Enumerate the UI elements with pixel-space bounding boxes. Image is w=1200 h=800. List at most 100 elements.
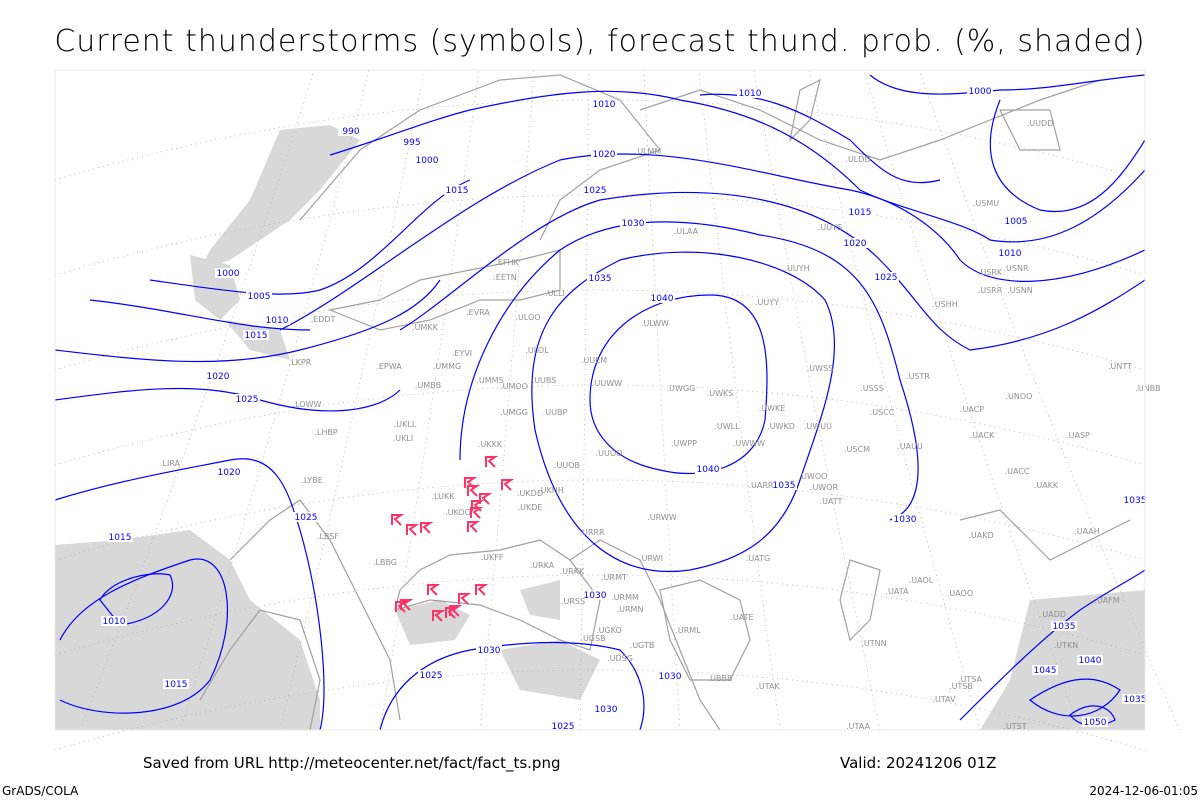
isobar-label: 1035 [773,481,796,491]
station-label: .USMU [973,199,999,208]
station-label: .UTNN [861,639,886,648]
station-label: .USTR [906,372,930,381]
station-label: .UATT [820,497,843,506]
isobar-label-bg [1122,495,1148,505]
isobar-label-bg [1122,694,1148,704]
station-label: .UWKE [759,404,786,413]
probability-shading [55,125,1145,730]
station-label: .UTSB [949,682,973,691]
station-label: .UTST [1003,722,1026,731]
isobar-label: 1035 [1053,622,1076,632]
station-label: .UACC [1005,467,1030,476]
station-label: .UTAA [846,722,870,731]
station-label: .UATA [886,587,910,596]
station-label: .URML [675,626,701,635]
thunderstorm-flag-icon [479,493,493,505]
meridian [279,69,425,731]
meridian [579,69,590,731]
isobar [699,93,941,184]
station-label: .UTKN [1054,641,1079,650]
thunderstorm-flag-icon [391,514,405,526]
isobar [989,99,1146,213]
isobar [54,279,441,363]
isobar [329,90,1146,243]
saved-from-url: Saved from URL http://meteocenter.net/fa… [143,754,561,772]
isobar-label: 1025 [584,186,607,196]
isobar-label-bg [1051,621,1077,631]
generation-timestamp: 2024-12-06-01:05 [1089,784,1198,798]
shaded-area [190,255,240,320]
isobar-label-bg [399,137,425,147]
station-label: .UKLL [394,420,417,429]
station-label: .UNBB [1135,384,1160,393]
isobar-label-bg [414,155,440,165]
station-label: .UATE [730,613,753,622]
isobar-label-bg [649,293,675,303]
station-label: .UUOO [596,449,623,458]
station-label: .UMMG [433,362,461,371]
isobar-label-bg [842,238,868,248]
station-label: .EETN [493,273,517,282]
isobar-label: 1025 [875,273,898,283]
station-label: .URWW [647,513,677,522]
isobar-label-bg [593,704,619,714]
isobar-label-bg [476,645,502,655]
isobar-label-bg [1082,717,1108,727]
station-label: .UUBP [543,408,568,417]
thunderstorm-flag-icon [427,584,441,596]
isobar-label: 1020 [593,150,616,160]
station-label: .USNR [1003,264,1028,273]
station-label: .UUEM [581,356,607,365]
station-label: .UGKO [596,626,622,635]
parallel [54,194,1146,276]
station-label: .UASP [1066,431,1090,440]
shaded-area [55,530,320,730]
isobar-label: 1010 [593,100,616,110]
station-label: .URRR [579,528,605,537]
station-label: .ULOL [525,346,549,355]
isobar-label-bg [234,394,260,404]
isobar [1069,705,1116,726]
lat-lon-grid [54,69,1181,751]
isobar-label-bg [107,532,133,542]
thunderstorm-flag-icon [464,477,478,489]
station-label: .UMKK [412,323,439,332]
station-label: .URSS [561,597,585,606]
coastline [659,579,751,681]
station-label: .UWOR [810,483,839,492]
isobar-label-bg [892,514,918,524]
isobar-label: 1025 [420,671,443,681]
isobar-label: 1040 [651,294,674,304]
station-label: .UAOO [947,589,973,598]
isobar-label-bg [997,248,1023,258]
station-label: .USNN [1007,286,1032,295]
station-label: .USSS [860,384,884,393]
station-label: .USRR [978,286,1003,295]
meridian [753,69,881,731]
isobar-label: 1025 [552,722,575,732]
meridian [808,69,981,731]
station-label: .UUBS [532,376,557,385]
isobar-labels: 990 995 1000 1015 1000 1005 1010 1015 1020 1025 10… [101,86,1148,732]
isobar-label-bg [205,371,231,381]
station-label: .UTSA [958,675,983,684]
isobar-label-bg [591,99,617,109]
shaded-area [520,580,560,620]
isobar [59,558,228,714]
isobar [149,179,471,295]
isobar-label-bg [418,670,444,680]
station-label: .UUDD [1027,119,1054,128]
isobar-label-bg [873,272,899,282]
station-label: .UAKK [1034,481,1059,490]
station-label: .UGTB [630,641,655,650]
meridian [918,69,1181,731]
station-label: .UKOO [445,508,471,517]
coastline [394,539,601,651]
isobar-label-bg [1003,216,1029,226]
isobar-label-bg [620,218,646,228]
coastline [639,79,1101,161]
station-label: .UBBB [708,674,733,683]
station-label: .UTAV [932,695,956,704]
thunderstorm-flag-icon [470,507,484,519]
shaded-area [500,640,600,700]
